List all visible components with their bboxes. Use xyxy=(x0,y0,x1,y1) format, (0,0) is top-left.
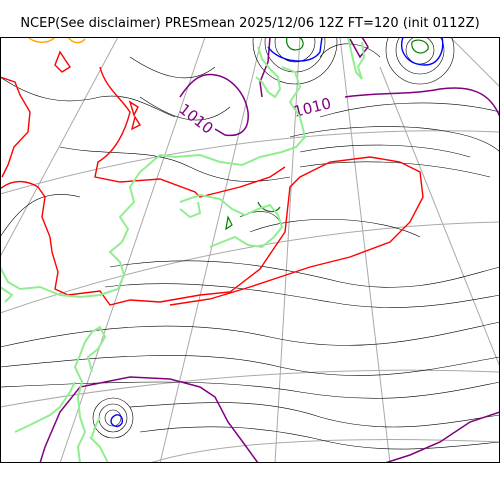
map-title: NCEP(See disclaimer) PRESmean 2025/12/06… xyxy=(20,16,480,31)
graticule xyxy=(0,37,500,463)
coastline xyxy=(0,37,366,463)
contour-orange xyxy=(27,37,86,44)
pressure-map: 1010 1010 xyxy=(0,37,500,463)
contour-green xyxy=(225,37,429,231)
contour-1010 xyxy=(39,37,500,463)
contour-red xyxy=(0,50,424,306)
map-panel: 1010 1010 xyxy=(0,37,500,463)
contour-blue xyxy=(110,37,444,428)
